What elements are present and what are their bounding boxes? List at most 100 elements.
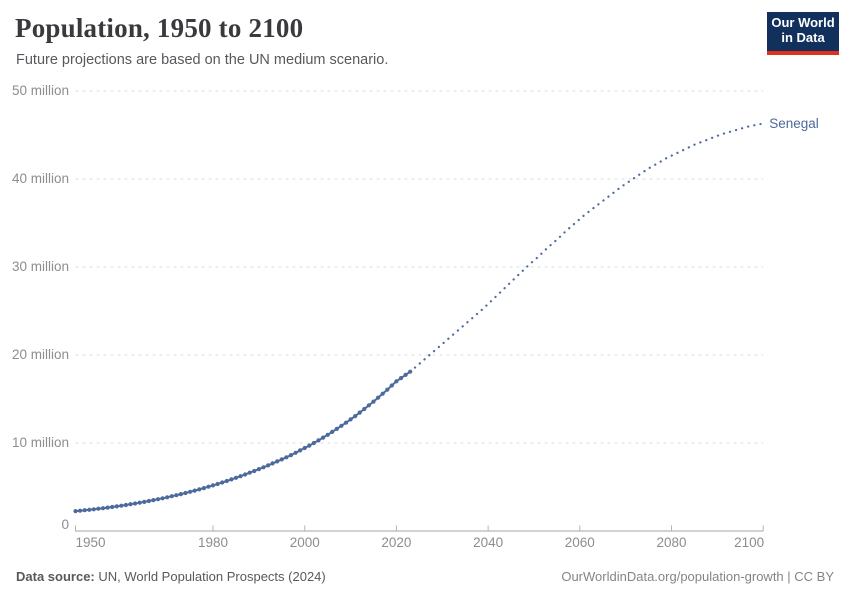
- x-axis-label-2080: 2080: [656, 535, 687, 550]
- data-point-marker[interactable]: [362, 406, 367, 412]
- x-axis-label-2100: 2100: [734, 535, 765, 550]
- data-point-marker[interactable]: [343, 420, 349, 425]
- data-point-marker[interactable]: [119, 503, 124, 508]
- data-point-marker[interactable]: [270, 461, 275, 466]
- data-point-marker[interactable]: [266, 463, 271, 468]
- data-point-marker[interactable]: [137, 500, 142, 505]
- data-point-marker[interactable]: [394, 379, 399, 384]
- data-point-marker[interactable]: [128, 502, 133, 507]
- data-point-marker[interactable]: [183, 490, 188, 496]
- data-point-marker[interactable]: [238, 474, 243, 479]
- data-point-marker[interactable]: [82, 508, 87, 513]
- data-point-marker[interactable]: [261, 465, 266, 470]
- data-point-marker[interactable]: [321, 435, 326, 440]
- data-point-marker[interactable]: [371, 399, 376, 404]
- data-point-marker[interactable]: [403, 372, 408, 377]
- x-axis-label-2020: 2020: [381, 535, 412, 550]
- data-point-marker[interactable]: [247, 470, 252, 475]
- data-point-marker[interactable]: [366, 403, 371, 408]
- data-point-marker[interactable]: [96, 506, 101, 511]
- data-point-marker[interactable]: [110, 504, 115, 510]
- data-point-marker[interactable]: [178, 492, 183, 497]
- data-point-marker[interactable]: [348, 417, 353, 422]
- owid-logo[interactable]: Our World in Data: [767, 12, 839, 55]
- data-point-marker[interactable]: [330, 429, 335, 434]
- page-subtitle: Future projections are based on the UN m…: [16, 52, 389, 68]
- data-point-marker[interactable]: [73, 509, 78, 514]
- data-point-marker[interactable]: [357, 410, 362, 415]
- data-point-marker[interactable]: [385, 387, 390, 392]
- data-point-marker[interactable]: [192, 488, 197, 493]
- data-point-marker[interactable]: [389, 383, 394, 388]
- data-point-marker[interactable]: [224, 478, 229, 484]
- data-point-marker[interactable]: [293, 450, 298, 455]
- data-point-marker[interactable]: [142, 499, 147, 504]
- data-point-marker[interactable]: [275, 459, 280, 464]
- series-projection-line[interactable]: [409, 122, 765, 373]
- data-point-marker[interactable]: [201, 486, 206, 491]
- data-point-marker[interactable]: [91, 507, 96, 512]
- data-point-marker[interactable]: [279, 457, 284, 462]
- y-axis-label-10-million: 10 million: [11, 435, 69, 450]
- data-point-marker[interactable]: [376, 395, 381, 400]
- data-point-marker[interactable]: [233, 475, 239, 480]
- y-axis-label-50-million: 50 million: [11, 83, 69, 98]
- data-source: Data source: UN, World Population Prospe…: [16, 569, 326, 584]
- data-point-marker[interactable]: [105, 505, 110, 510]
- data-point-marker[interactable]: [316, 438, 321, 443]
- data-point-marker[interactable]: [155, 497, 161, 502]
- data-point-marker[interactable]: [288, 453, 294, 458]
- y-axis-label-20-million: 20 million: [11, 347, 69, 362]
- data-source-label: Data source:: [16, 569, 95, 584]
- data-point-marker[interactable]: [146, 498, 151, 504]
- x-axis-label-1980: 1980: [198, 535, 229, 550]
- data-point-marker[interactable]: [284, 455, 289, 460]
- data-point-marker[interactable]: [123, 502, 128, 508]
- data-point-marker[interactable]: [188, 489, 193, 494]
- data-point-marker[interactable]: [114, 504, 119, 509]
- x-axis-label-2000: 2000: [289, 535, 320, 550]
- data-point-marker[interactable]: [380, 391, 385, 396]
- data-point-marker[interactable]: [133, 501, 138, 506]
- data-point-marker[interactable]: [197, 487, 202, 492]
- data-point-marker[interactable]: [398, 376, 404, 381]
- data-point-marker[interactable]: [298, 448, 303, 453]
- owid-logo-line2: in Data: [781, 30, 825, 45]
- data-point-marker[interactable]: [151, 498, 156, 503]
- data-point-marker[interactable]: [353, 414, 358, 419]
- data-point-marker[interactable]: [160, 496, 165, 501]
- owid-logo-line1: Our World: [771, 15, 835, 30]
- data-point-marker[interactable]: [256, 467, 261, 472]
- data-point-marker[interactable]: [165, 495, 170, 500]
- page-title: Population, 1950 to 2100: [15, 13, 304, 43]
- data-point-marker[interactable]: [87, 507, 92, 512]
- data-point-marker[interactable]: [243, 472, 248, 477]
- data-point-marker[interactable]: [220, 480, 225, 485]
- data-point-marker[interactable]: [339, 423, 344, 428]
- y-axis-label-30-million: 30 million: [11, 259, 69, 274]
- footer-citation-link[interactable]: OurWorldinData.org/population-growth | C…: [561, 569, 834, 584]
- data-point-marker[interactable]: [325, 432, 330, 437]
- y-axis-label-0: 0: [61, 517, 69, 532]
- data-point-marker[interactable]: [210, 483, 216, 488]
- data-point-marker[interactable]: [174, 493, 179, 498]
- data-point-marker[interactable]: [100, 506, 106, 511]
- entity-label-senegal[interactable]: Senegal: [769, 115, 819, 131]
- data-point-marker[interactable]: [169, 494, 174, 499]
- data-point-marker[interactable]: [307, 443, 312, 448]
- data-point-marker[interactable]: [215, 481, 220, 487]
- series-historical-line[interactable]: [75, 370, 411, 513]
- x-axis-label-2040: 2040: [473, 535, 504, 550]
- data-point-marker[interactable]: [334, 426, 339, 431]
- data-point-marker[interactable]: [206, 484, 211, 489]
- data-point-marker[interactable]: [311, 440, 316, 446]
- data-point-marker[interactable]: [229, 477, 234, 482]
- data-point-marker[interactable]: [252, 468, 257, 474]
- data-source-text: UN, World Population Prospects (2024): [94, 569, 326, 584]
- data-point-marker[interactable]: [78, 508, 83, 513]
- x-axis-label-2060: 2060: [564, 535, 595, 550]
- data-point-marker[interactable]: [302, 445, 307, 451]
